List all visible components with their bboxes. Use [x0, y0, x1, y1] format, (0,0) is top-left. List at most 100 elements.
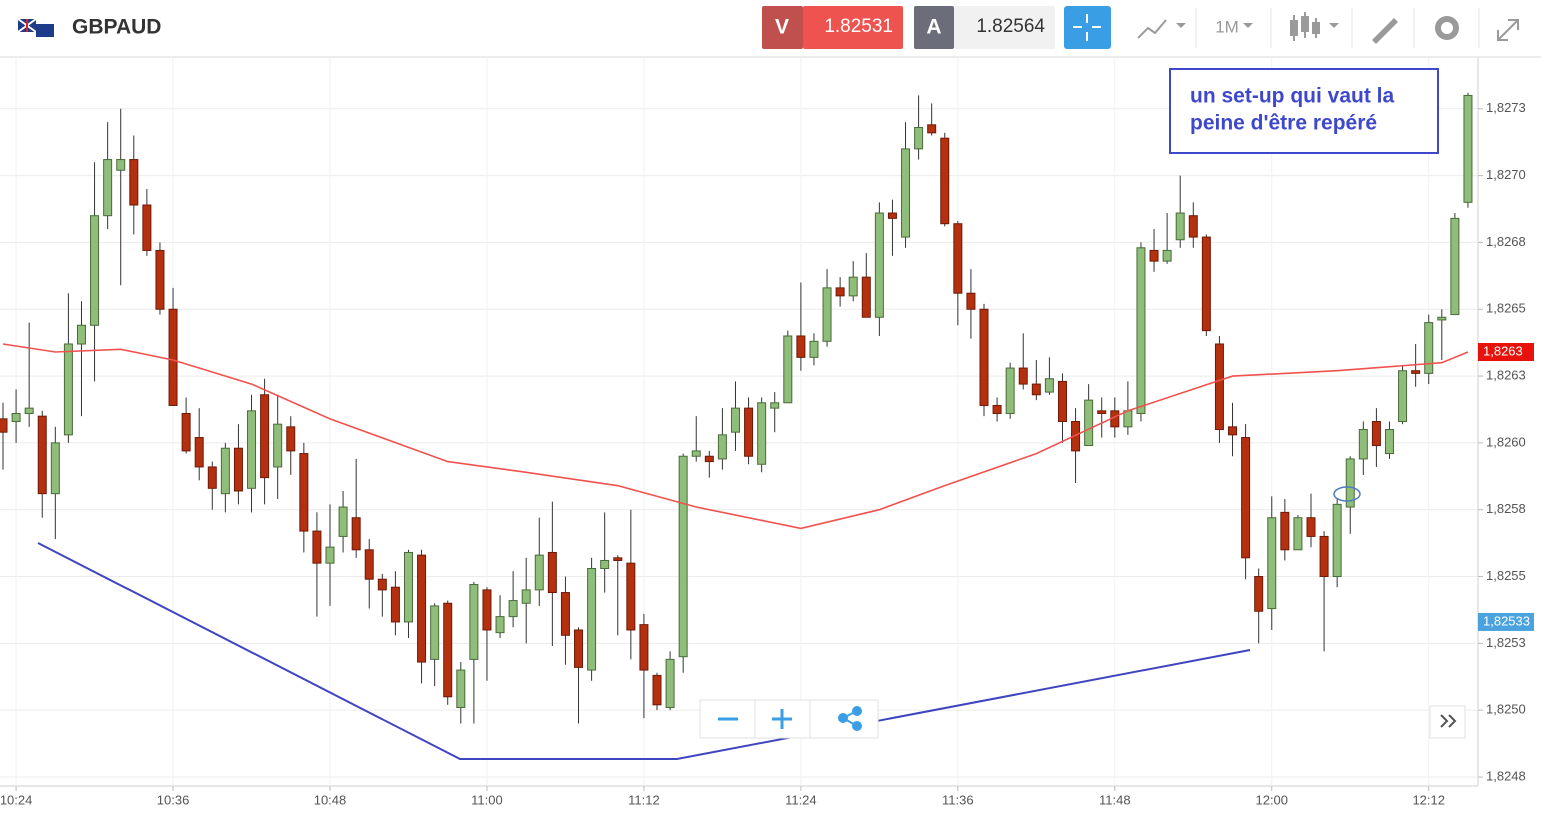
sell-price-box[interactable]: [803, 6, 903, 49]
sell-price[interactable]: 1.82531: [824, 16, 893, 37]
candle-body: [403, 551, 413, 623]
candle-body: [273, 423, 283, 468]
sell-label[interactable]: V: [775, 16, 789, 39]
zoom-in[interactable]: [772, 709, 792, 729]
candle-body: [1437, 316, 1447, 321]
candle-body: [24, 407, 34, 414]
candle-body: [717, 434, 727, 460]
candle-body: [704, 455, 714, 463]
candle-body: [665, 658, 675, 708]
candle-body: [181, 412, 191, 452]
candle-body: [783, 335, 793, 404]
x-tick-label: 11:00: [471, 792, 503, 807]
candle-body: [390, 586, 400, 623]
moving-average: [2, 343, 1469, 530]
candle-body: [678, 455, 688, 658]
candle-body: [1463, 94, 1473, 203]
x-tick-label: 11:12: [628, 792, 660, 807]
candle-body: [1358, 429, 1368, 460]
candle-body: [508, 600, 518, 618]
candle-body: [116, 159, 126, 171]
candle-body: [364, 549, 374, 580]
candle-body: [874, 212, 884, 318]
buy-label[interactable]: A: [926, 16, 941, 39]
candle-body: [1123, 410, 1133, 428]
candle-body: [1267, 517, 1277, 610]
y-tick-label: 1,8260: [1486, 434, 1526, 449]
highlight-circle: [1333, 486, 1361, 502]
candle-body: [730, 407, 740, 433]
crosshair-button[interactable]: [1064, 6, 1111, 49]
candle-body: [63, 343, 73, 436]
candle-body: [1084, 399, 1094, 447]
candle-body: [482, 589, 492, 631]
candle-body: [770, 402, 780, 409]
candle-body: [547, 551, 557, 594]
candle-body: [757, 402, 767, 465]
candle-body: [1044, 378, 1054, 393]
candle-body: [207, 466, 217, 489]
toolbar-icons[interactable]: [1137, 8, 1519, 48]
annotation-text: un set-up qui vaut la: [1190, 85, 1394, 108]
candle-body: [417, 554, 427, 663]
candle-body: [861, 276, 871, 318]
candle-body: [168, 308, 178, 406]
timeframe[interactable]: 1M: [1215, 17, 1239, 36]
candle-body: [103, 159, 113, 217]
x-tick-label: 10:36: [157, 792, 190, 807]
candle-body: [1306, 517, 1316, 537]
candle-body: [1384, 429, 1394, 455]
candle-body: [796, 335, 806, 358]
candle-body: [1162, 249, 1172, 262]
candle-body: [247, 410, 257, 489]
candle-body: [1332, 503, 1342, 578]
candle-body: [1188, 215, 1198, 238]
y-tick-label: 1,8255: [1486, 568, 1526, 583]
annotation-text: peine d'être repéré: [1190, 112, 1377, 135]
scroll-right-button[interactable]: [1429, 705, 1466, 739]
candle-body: [613, 557, 623, 561]
candle-body: [1018, 367, 1028, 385]
buy-button[interactable]: [914, 6, 954, 49]
sell-button[interactable]: [762, 6, 803, 49]
candle-body: [1371, 421, 1381, 447]
candle-body: [1097, 410, 1107, 414]
candle-body: [299, 453, 309, 532]
candle-body: [1319, 535, 1329, 578]
buy-price[interactable]: 1.82564: [976, 16, 1045, 37]
candle-body: [927, 124, 937, 134]
candle-body: [940, 137, 950, 225]
grid: 1,8273 1,8270 1,8268 1,8265 1,8263 1,8260 1,82…: [0, 58, 1526, 807]
share-button[interactable]: [838, 706, 862, 731]
candle-body: [1228, 426, 1238, 436]
candle-body: [1450, 217, 1460, 316]
candle-body: [1149, 249, 1159, 262]
candle-body: [1071, 421, 1081, 452]
trend-line: [37, 542, 1251, 760]
candle-body: [1136, 247, 1146, 414]
current-price-label-bg: [1478, 612, 1534, 631]
candle-body: [1031, 383, 1041, 396]
x-tick-label: 11:24: [785, 792, 817, 807]
scroll-icon: [1440, 714, 1457, 728]
candle-body: [1201, 236, 1211, 332]
candle-body: [587, 568, 597, 671]
candle-body: [901, 148, 911, 238]
candle-body: [835, 287, 845, 297]
x-tick-label: 11:48: [1099, 792, 1131, 807]
x-tick-label: 12:00: [1255, 792, 1288, 807]
y-tick-label: 1,8263: [1486, 368, 1526, 383]
candle-body: [887, 212, 897, 219]
candle-body: [1345, 458, 1355, 508]
y-tick-label: 1,8250: [1486, 702, 1526, 717]
buy-price-box[interactable]: [954, 6, 1055, 49]
candle-body: [50, 442, 60, 495]
candle-body: [574, 629, 584, 668]
candle-body: [534, 554, 544, 591]
candle-body: [155, 249, 165, 310]
candle-body: [220, 447, 230, 495]
plot: [0, 92, 1473, 724]
candle-body: [1241, 437, 1251, 559]
candle-body: [1005, 367, 1015, 414]
